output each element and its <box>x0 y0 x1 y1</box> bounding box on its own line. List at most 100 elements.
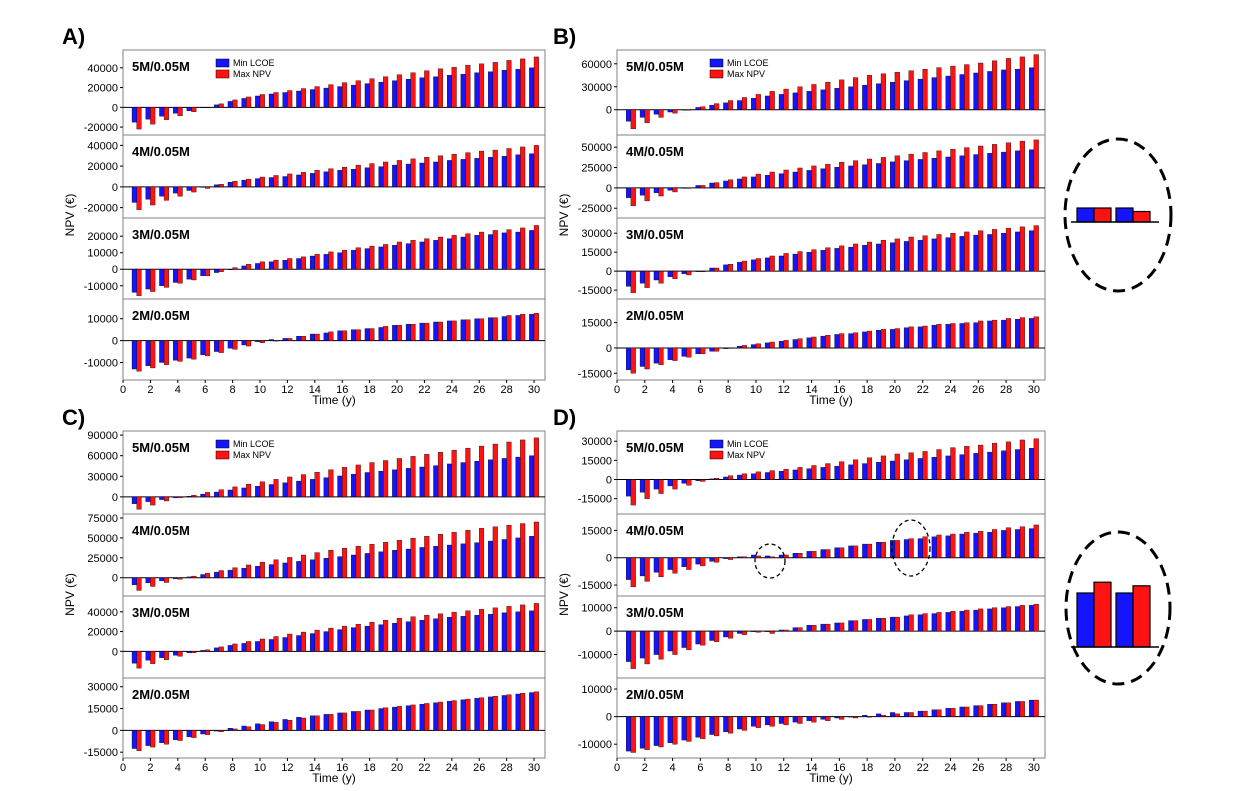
inset-bar-min-lcoe <box>1076 207 1095 223</box>
bar-min-lcoe <box>419 704 425 731</box>
bar-max-npv <box>978 444 984 480</box>
bar-min-lcoe <box>751 176 757 189</box>
bar-min-lcoe <box>862 164 868 189</box>
bar-min-lcoe <box>959 155 965 189</box>
bar-min-lcoe <box>282 92 288 108</box>
bar-max-npv <box>755 630 761 633</box>
bar-min-lcoe <box>848 86 854 110</box>
bar-min-lcoe <box>778 629 784 632</box>
y-tick-label: -10000 <box>578 739 612 751</box>
bar-max-npv <box>355 329 361 341</box>
bar-max-npv <box>700 630 706 646</box>
bar-max-npv <box>300 554 306 578</box>
bar-min-lcoe <box>172 107 178 114</box>
bar-max-npv <box>936 534 942 558</box>
bar-min-lcoe <box>405 324 411 341</box>
bar-max-npv <box>520 604 526 652</box>
bar-max-npv <box>150 651 156 664</box>
bar-min-lcoe <box>529 536 535 578</box>
bar-min-lcoe <box>446 463 453 498</box>
bar-min-lcoe <box>419 620 425 652</box>
bar-max-npv <box>300 717 306 731</box>
bar-min-lcoe <box>501 458 507 498</box>
bar-min-lcoe <box>987 234 993 272</box>
bar-min-lcoe <box>917 538 923 558</box>
subplot-3m-0-05m: -10000 0 10000 20000 3M/0.05M <box>84 217 546 300</box>
bar-max-npv <box>342 250 348 270</box>
bar-max-npv <box>410 158 416 188</box>
bar-max-npv <box>506 148 512 188</box>
bar-max-npv <box>136 186 142 210</box>
bar-min-lcoe <box>959 323 965 349</box>
bar-max-npv <box>866 158 873 189</box>
bar-max-npv <box>922 536 928 558</box>
bar-max-npv <box>437 236 443 270</box>
bar-min-lcoe <box>241 725 247 731</box>
y-tick-label: 0 <box>112 264 118 276</box>
bar-max-npv <box>1019 140 1025 189</box>
bar-max-npv <box>1033 604 1039 632</box>
bar-max-npv <box>273 559 279 578</box>
bar-max-npv <box>451 67 457 108</box>
bar-max-npv <box>783 469 789 480</box>
bar-min-lcoe <box>695 557 701 565</box>
bar-max-npv <box>163 730 169 745</box>
bar-max-npv <box>866 543 873 558</box>
bar-max-npv <box>894 540 900 558</box>
x-tick-label: 24 <box>944 762 956 774</box>
bar-max-npv <box>866 619 873 632</box>
bar-min-lcoe <box>282 719 288 731</box>
bar-min-lcoe <box>903 459 909 480</box>
bar-min-lcoe <box>433 161 439 188</box>
y-axis-title: NPV (€) <box>63 194 77 237</box>
bar-min-lcoe <box>433 465 439 498</box>
bar-max-npv <box>136 269 142 296</box>
bar-min-lcoe <box>876 163 882 189</box>
bar-max-npv <box>950 708 956 717</box>
bar-min-lcoe <box>309 173 315 188</box>
x-tick-label: 2 <box>147 762 153 774</box>
bar-min-lcoe <box>973 322 979 349</box>
bar-max-npv <box>630 270 636 293</box>
bar-max-npv <box>328 331 334 341</box>
bar-min-lcoe <box>186 730 192 738</box>
bar-min-lcoe <box>625 557 632 580</box>
bar-min-lcoe <box>159 496 165 500</box>
bar-max-npv <box>644 716 650 750</box>
bar-min-lcoe <box>890 242 896 272</box>
bar-min-lcoe <box>255 641 261 652</box>
bar-max-npv <box>342 166 348 188</box>
bar-min-lcoe <box>255 486 261 498</box>
bar-min-lcoe <box>1015 701 1021 717</box>
bar-min-lcoe <box>501 316 507 341</box>
bar-max-npv <box>300 631 306 652</box>
bar-max-npv <box>839 245 845 272</box>
bar-min-lcoe <box>515 315 521 341</box>
bar-min-lcoe <box>876 83 882 110</box>
bar-max-npv <box>355 623 361 652</box>
bar-max-npv <box>797 467 803 480</box>
bar-max-npv <box>424 615 430 652</box>
bar-min-lcoe <box>639 347 645 367</box>
bar-min-lcoe <box>903 160 909 189</box>
bar-max-npv <box>300 336 306 341</box>
bar-max-npv <box>287 720 293 731</box>
bar-max-npv <box>1019 526 1025 558</box>
bar-max-npv <box>369 622 375 652</box>
bar-min-lcoe <box>337 170 343 188</box>
x-tick-label: 30 <box>528 762 540 774</box>
bar-max-npv <box>328 251 334 270</box>
bar-max-npv <box>866 716 873 718</box>
x-tick-label: 20 <box>889 762 901 774</box>
bar-max-npv <box>232 567 238 578</box>
bar-max-npv <box>1005 58 1011 110</box>
bar-max-npv <box>246 483 252 498</box>
bar-max-npv <box>342 712 348 731</box>
bar-min-lcoe <box>820 168 826 189</box>
bar-min-lcoe <box>214 730 220 732</box>
x-tick-label: 14 <box>805 384 817 396</box>
bar-min-lcoe <box>282 338 288 341</box>
y-tick-label: 15000 <box>581 455 612 467</box>
y-tick-label: 0 <box>112 102 118 114</box>
